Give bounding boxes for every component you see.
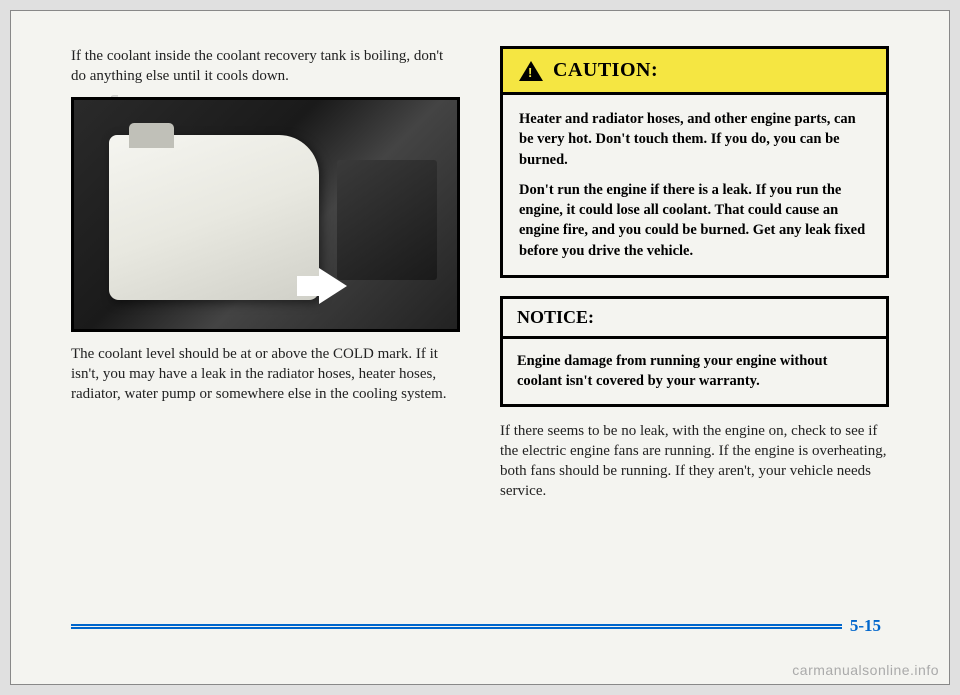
right-column: CAUTION: Heater and radiator hoses, and … — [500, 46, 889, 512]
after-figure-paragraph: The coolant level should be at or above … — [71, 344, 460, 405]
watermark-corner: carmanualsonline.info — [792, 662, 939, 678]
coolant-tank-shape — [109, 135, 319, 300]
manual-page: ProCarManuals.com If the coolant inside … — [10, 10, 950, 685]
notice-body: Engine damage from running your engine w… — [503, 339, 886, 404]
closing-paragraph: If there seems to be no leak, with the e… — [500, 421, 889, 502]
footer-rule — [71, 624, 889, 629]
tank-cap-shape — [129, 123, 174, 148]
notice-box: NOTICE: Engine damage from running your … — [500, 296, 889, 407]
caution-header: CAUTION: — [503, 49, 886, 95]
arrow-icon — [319, 268, 347, 304]
engine-part-shape — [337, 160, 437, 280]
coolant-tank-photo — [71, 97, 460, 332]
caution-body: Heater and radiator hoses, and other eng… — [503, 95, 886, 275]
warning-triangle-icon — [519, 61, 543, 81]
page-number: 5-15 — [842, 616, 889, 636]
intro-paragraph: If the coolant inside the coolant recove… — [71, 46, 460, 87]
caution-box: CAUTION: Heater and radiator hoses, and … — [500, 46, 889, 278]
left-column: If the coolant inside the coolant recove… — [71, 46, 460, 512]
caution-title: CAUTION: — [553, 59, 658, 82]
caution-paragraph-2: Don't run the engine if there is a leak.… — [519, 180, 870, 261]
notice-header: NOTICE: — [503, 299, 886, 339]
two-column-layout: If the coolant inside the coolant recove… — [71, 46, 889, 512]
caution-paragraph-1: Heater and radiator hoses, and other eng… — [519, 109, 870, 170]
